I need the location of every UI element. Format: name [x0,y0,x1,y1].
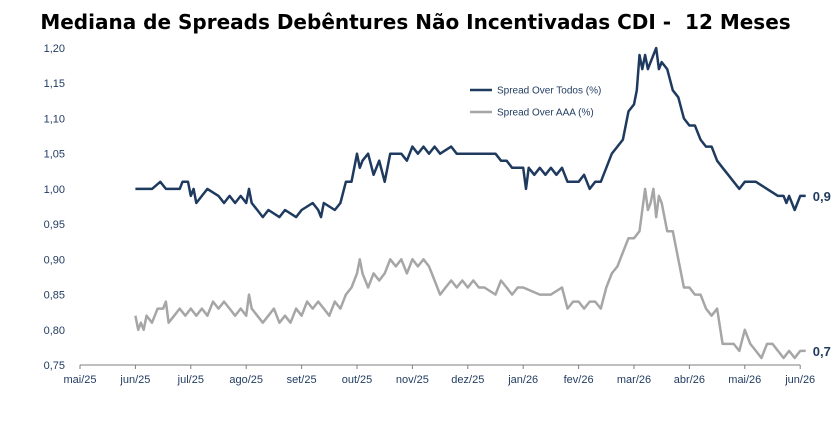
x-tick-label: nov/25 [396,374,429,386]
series-line-1 [134,187,806,360]
y-tick-label: 0,95 [44,219,65,231]
x-axis: mai/25 jun/25 jul/25 ago/25 set/25 out/25 nov/… [63,364,815,386]
y-tick-label: 1,15 [44,78,65,90]
series-end-label: 0,99 [813,189,831,204]
legend-label: Spread Over AAA (%) [497,108,594,119]
y-tick-label: 1,05 [44,149,65,161]
x-tick-label: mar/26 [617,374,651,386]
x-tick-label: jun/26 [784,374,815,386]
y-tick-label: 1,20 [44,43,65,55]
x-tick-label: out/25 [342,374,373,386]
legend-label: Spread Over Todos (%) [497,86,601,97]
end-labels: 0,99 0,77 [813,189,831,359]
y-axis: 0,75 0,80 0,85 0,90 0,95 1,00 1,05 1,10 1,15 1,20 [44,43,65,372]
x-tick-label: set/25 [287,374,317,386]
y-tick-label: 1,00 [44,184,65,196]
x-tick-label: abr/26 [674,374,705,386]
x-tick-label: fev/26 [564,374,594,386]
series-line-0 [135,46,806,219]
y-tick-label: 0,80 [44,325,65,337]
y-tick-label: 0,90 [44,254,65,266]
series-layer [134,46,806,360]
x-tick-label: jan/26 [507,374,538,386]
y-tick-label: 0,75 [44,360,65,372]
series-end-label: 0,77 [813,344,831,359]
x-tick-label: ago/25 [229,374,263,386]
y-tick-label: 0,85 [44,290,65,302]
legend: Spread Over Todos (%) Spread Over AAA (%) [470,86,601,119]
chart-title: Mediana de Spreads Debêntures Não Incent… [40,10,791,34]
x-tick-label: jul/25 [177,374,204,386]
x-tick-label: mai/26 [728,374,761,386]
y-tick-label: 1,10 [44,113,65,125]
x-tick-label: dez/25 [451,374,484,386]
x-tick-label: mai/25 [63,374,96,386]
x-tick-label: jun/25 [119,374,150,386]
